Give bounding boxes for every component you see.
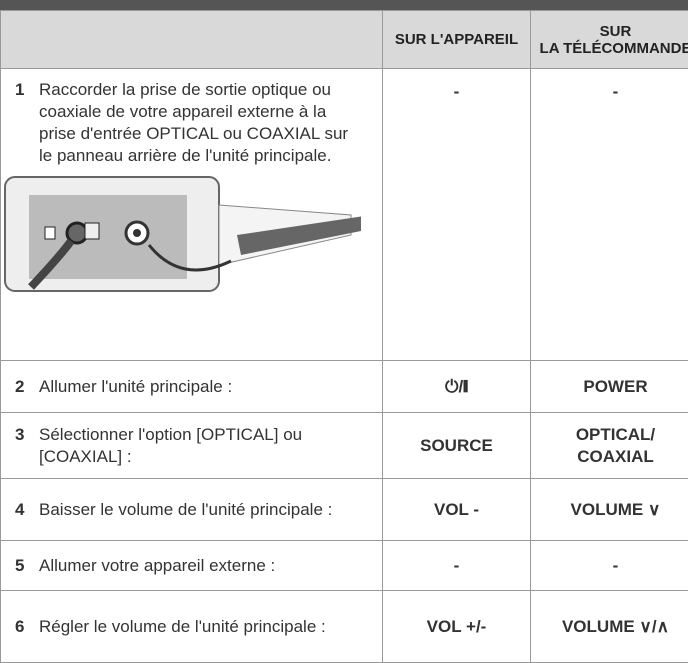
remote-line: - bbox=[531, 81, 688, 103]
remote-cell: - bbox=[531, 69, 688, 361]
step-text: Sélectionner l'option [OPTICAL] ou [COAX… bbox=[39, 424, 349, 468]
device-cell: - bbox=[383, 69, 531, 361]
header-line: LA TÉLÉCOMMANDE bbox=[531, 40, 688, 57]
remote-line: VOLUME ∨ bbox=[531, 499, 688, 521]
remote-line: POWER bbox=[531, 376, 688, 398]
remote-cell: - bbox=[531, 541, 688, 591]
step-number: 6 bbox=[15, 616, 39, 638]
header-cell: SUR L'APPAREIL bbox=[383, 11, 531, 69]
remote-cell: VOLUME ∨/∧ bbox=[531, 591, 688, 663]
remote-line: VOLUME ∨/∧ bbox=[531, 616, 688, 638]
remote-cell: VOLUME ∨ bbox=[531, 479, 688, 541]
step-number: 3 bbox=[15, 424, 39, 446]
remote-line: OPTICAL/ bbox=[531, 424, 688, 446]
step-number: 4 bbox=[15, 499, 39, 521]
device-cell: VOL +/- bbox=[383, 591, 531, 663]
step-text: Régler le volume de l'unité principale : bbox=[39, 616, 349, 638]
remote-cell: OPTICAL/COAXIAL bbox=[531, 413, 688, 479]
step-number: 2 bbox=[15, 376, 39, 398]
device-cell: - bbox=[383, 541, 531, 591]
step-number: 5 bbox=[15, 555, 39, 577]
connection-illustration bbox=[1, 175, 361, 297]
step-text: Raccorder la prise de sortie optique ou … bbox=[39, 79, 349, 167]
remote-line: COAXIAL bbox=[531, 446, 688, 468]
device-cell: ⏻/❙ bbox=[383, 361, 531, 413]
step-text: Allumer l'unité principale : bbox=[39, 376, 349, 398]
top-bar bbox=[0, 0, 688, 10]
step-text: Baisser le volume de l'unité principale … bbox=[39, 499, 349, 521]
device-cell: SOURCE bbox=[383, 413, 531, 479]
remote-cell: POWER bbox=[531, 361, 688, 413]
step-text: Allumer votre appareil externe : bbox=[39, 555, 349, 577]
header-empty bbox=[1, 11, 383, 69]
remote-line: - bbox=[531, 555, 688, 577]
header-line: SUR bbox=[531, 23, 688, 40]
device-cell: VOL - bbox=[383, 479, 531, 541]
step-number: 1 bbox=[15, 79, 39, 101]
